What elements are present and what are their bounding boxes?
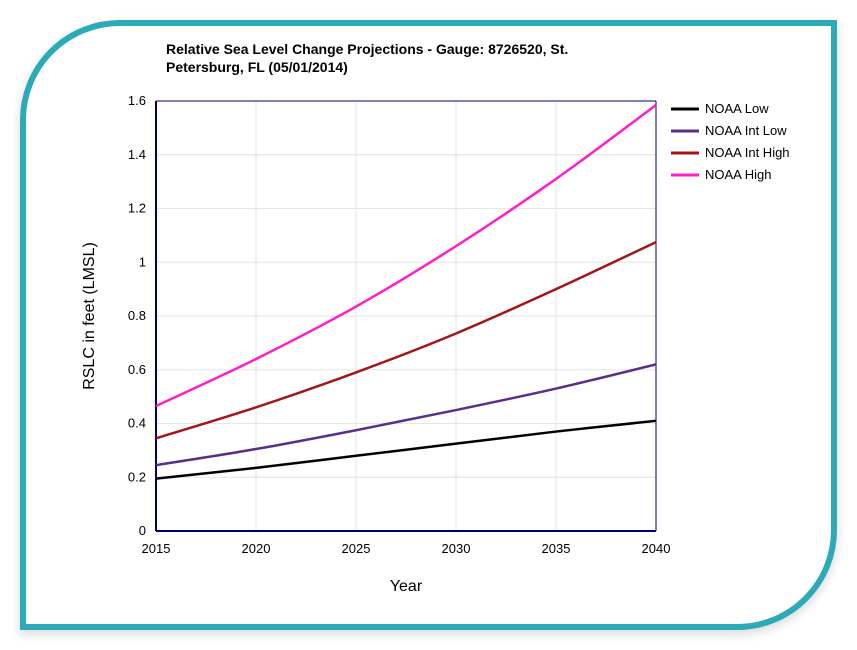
series-line [156,421,656,479]
x-tick-label: 2030 [442,541,471,556]
x-tick-label: 2040 [642,541,671,556]
y-tick-label: 0 [139,523,146,538]
x-tick-label: 2020 [242,541,271,556]
x-tick-label: 2035 [542,541,571,556]
chart-area: 0 0.2 0.4 0.6 0.8 1 1.2 1.4 1.6 2015 2020 2025 2030 2… [66,91,811,604]
y-tick-label: 0.6 [128,362,146,377]
x-tick-label: 2025 [342,541,371,556]
y-axis-label: RSLC in feet (LMSL) [81,242,98,390]
y-tick-label: 0.8 [128,308,146,323]
y-tick-label: 0.2 [128,469,146,484]
x-tick-label: 2015 [142,541,171,556]
y-tick-label: 1.6 [128,93,146,108]
legend-label: NOAA Int Low [705,123,787,138]
series-line [156,105,656,406]
legend-label: NOAA Low [705,101,769,116]
y-tick-label: 1 [139,254,146,269]
chart-card: Relative Sea Level Change Projections - … [20,20,837,630]
line-chart-svg: 0 0.2 0.4 0.6 0.8 1 1.2 1.4 1.6 2015 2020 2025 2030 2… [66,91,811,616]
x-axis-label: Year [390,578,423,595]
series-line [156,242,656,438]
y-tick-label: 1.4 [128,147,146,162]
chart-title: Relative Sea Level Change Projections - … [166,40,586,76]
y-tick-label: 0.4 [128,416,146,431]
y-tick-label: 1.2 [128,201,146,216]
legend-label: NOAA High [705,167,771,182]
legend-label: NOAA Int High [705,145,790,160]
